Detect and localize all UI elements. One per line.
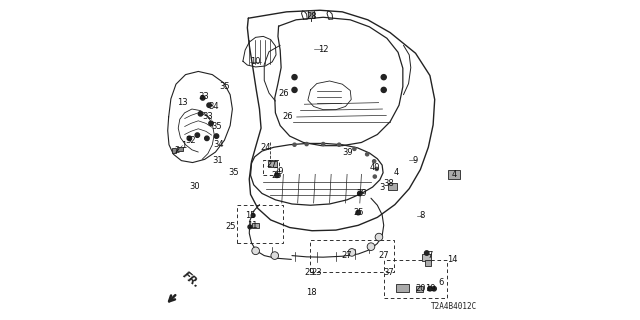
Circle shape [381,87,387,92]
Circle shape [305,142,308,146]
Circle shape [372,160,376,163]
Bar [310,240,394,272]
Circle shape [214,134,219,138]
Text: 2: 2 [175,146,180,155]
Text: 27: 27 [378,251,389,260]
Circle shape [321,142,324,146]
Text: 1: 1 [181,141,187,150]
Text: 39: 39 [343,148,353,156]
Text: 18: 18 [306,288,316,297]
Text: 30: 30 [190,182,200,191]
Text: 11: 11 [247,221,258,230]
Text: 14: 14 [447,255,458,264]
Bar [416,285,422,292]
Circle shape [200,96,205,100]
Text: 33: 33 [198,92,209,101]
Bar [384,260,447,298]
Text: 35: 35 [228,168,239,177]
Text: 28: 28 [307,12,317,21]
Circle shape [205,136,209,140]
Text: 8: 8 [419,211,425,220]
Bar [237,205,283,244]
Bar [252,223,259,228]
Circle shape [271,252,278,260]
Text: 25: 25 [353,208,364,217]
Circle shape [381,75,387,80]
Circle shape [367,243,375,251]
Circle shape [275,173,279,178]
Circle shape [293,143,296,146]
Circle shape [375,167,378,171]
Text: 10: 10 [250,57,260,66]
Text: 38: 38 [383,180,394,188]
Bar [426,260,431,266]
Text: 13: 13 [177,98,188,107]
Circle shape [337,143,340,146]
Circle shape [292,75,297,80]
Text: 24: 24 [260,143,271,152]
Text: 3: 3 [380,183,385,192]
Circle shape [187,136,191,140]
Text: 19: 19 [426,284,436,292]
Circle shape [209,121,213,125]
Bar [172,148,177,153]
Text: 31: 31 [212,156,223,165]
Text: 29: 29 [356,189,367,198]
Bar [396,284,409,292]
Text: 27: 27 [266,160,277,169]
Circle shape [358,191,362,196]
Bar [268,161,276,167]
Circle shape [195,133,200,137]
Circle shape [251,213,255,217]
Circle shape [248,225,252,229]
Text: 35: 35 [211,122,222,131]
Circle shape [356,210,360,215]
Bar [177,147,182,151]
Text: 34: 34 [213,140,224,149]
Text: 27: 27 [342,251,353,260]
Circle shape [292,87,297,92]
Circle shape [198,112,203,116]
Text: 7: 7 [428,251,433,260]
Text: 15: 15 [245,211,256,220]
Bar [422,254,431,261]
Text: 23: 23 [312,268,322,277]
Text: FR.: FR. [180,270,202,290]
Text: 29: 29 [305,268,315,277]
Bar [448,170,460,179]
Text: 12: 12 [318,44,328,54]
Bar [308,10,314,18]
Circle shape [373,175,376,178]
Text: 26: 26 [278,89,289,98]
Text: 33: 33 [202,113,213,122]
Text: 32: 32 [185,136,196,145]
Circle shape [375,233,383,241]
Text: 26: 26 [283,113,294,122]
Text: 34: 34 [208,102,219,111]
Text: 9: 9 [413,156,418,164]
Text: 20: 20 [415,284,426,292]
Circle shape [424,251,429,255]
Text: 40: 40 [369,163,380,172]
Circle shape [348,249,356,256]
Circle shape [432,286,436,291]
Text: T2A4B4012C: T2A4B4012C [431,302,477,311]
Circle shape [252,247,259,255]
Text: 4: 4 [394,168,399,177]
Text: 4: 4 [451,170,456,179]
Circle shape [365,153,369,156]
Bar [388,183,397,190]
Circle shape [353,147,356,150]
Circle shape [207,103,211,108]
Text: 25: 25 [271,172,282,180]
Text: 35: 35 [220,82,230,91]
Bar [263,160,278,175]
Text: 37: 37 [383,268,394,277]
Text: 25: 25 [225,222,236,231]
Circle shape [428,286,432,291]
Text: 29: 29 [273,167,284,176]
Text: 6: 6 [438,278,444,287]
